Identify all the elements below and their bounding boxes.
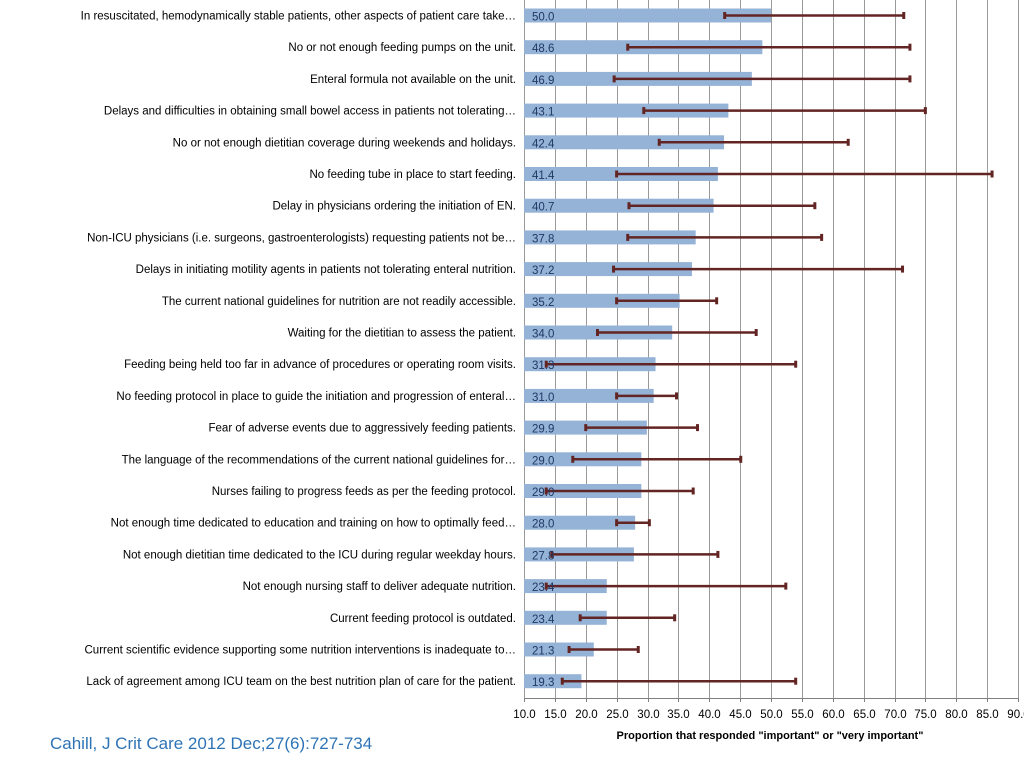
x-tick-label: 60.0 xyxy=(822,709,844,721)
value-label: 27.8 xyxy=(532,550,554,562)
x-tick-label: 15.0 xyxy=(544,709,566,721)
value-label: 35.2 xyxy=(532,297,554,309)
bar xyxy=(524,515,636,530)
category-label: Nurses failing to progress feeds as per … xyxy=(212,486,516,498)
category-label: Delays and difficulties in obtaining sma… xyxy=(104,106,516,118)
bar xyxy=(524,8,771,23)
value-label: 50.0 xyxy=(532,12,554,24)
x-tick-label: 80.0 xyxy=(945,709,967,721)
category-label: No or not enough feeding pumps on the un… xyxy=(288,42,516,54)
value-label: 19.3 xyxy=(532,677,554,689)
value-label: 21.3 xyxy=(532,646,554,658)
value-label: 31.3 xyxy=(532,360,554,372)
category-label: Enteral formula not available on the uni… xyxy=(310,74,516,86)
bar xyxy=(524,230,696,245)
bar xyxy=(524,388,654,403)
category-label: No or not enough dietitian coverage duri… xyxy=(173,137,516,149)
x-tick-label: 85.0 xyxy=(976,709,998,721)
x-tick-label: 35.0 xyxy=(667,709,689,721)
x-tick-label: 30.0 xyxy=(637,709,659,721)
value-label: 28.0 xyxy=(532,519,554,531)
citation: Cahill, J Crit Care 2012 Dec;27(6):727-7… xyxy=(50,734,373,753)
value-label: 23.4 xyxy=(532,582,555,594)
value-label: 37.2 xyxy=(532,265,554,277)
category-label: Fear of adverse events due to aggressive… xyxy=(209,423,517,435)
category-label: No feeding tube in place to start feedin… xyxy=(309,169,516,181)
x-tick-label: 75.0 xyxy=(914,709,936,721)
category-label: The current national guidelines for nutr… xyxy=(162,296,516,308)
value-label: 48.6 xyxy=(532,43,554,55)
x-tick-label: 10.0 xyxy=(513,709,535,721)
bar xyxy=(524,674,582,689)
value-label: 29.0 xyxy=(532,455,554,467)
bar xyxy=(524,642,594,657)
value-label: 29.0 xyxy=(532,487,554,499)
category-label: Delay in physicians ordering the initiat… xyxy=(272,201,516,213)
x-axis-title: Proportion that responded "important" or… xyxy=(617,730,924,742)
value-label: 31.0 xyxy=(532,392,554,404)
category-label: No feeding protocol in place to guide th… xyxy=(116,391,516,403)
x-tick-label: 45.0 xyxy=(729,709,751,721)
x-tick-label: 70.0 xyxy=(884,709,906,721)
x-axis-ticks: 10.0 15.0 20.0 25.0 30.0 35.0 40.0 45.0 50.0 55.0… xyxy=(513,709,1024,721)
category-label: Not enough time dedicated to education a… xyxy=(111,518,516,530)
x-tick-label: 55.0 xyxy=(791,709,813,721)
category-label: Waiting for the dietitian to assess the … xyxy=(288,328,516,340)
value-label: 23.4 xyxy=(532,614,555,626)
bar xyxy=(524,610,607,625)
category-label: Delays in initiating motility agents in … xyxy=(136,264,516,276)
x-tick-label: 65.0 xyxy=(853,709,875,721)
bar xyxy=(524,198,714,213)
value-label: 42.4 xyxy=(532,138,555,150)
category-label: Not enough nursing staff to deliver adeq… xyxy=(243,581,516,593)
x-tick-label: 50.0 xyxy=(760,709,782,721)
x-tick-label: 20.0 xyxy=(575,709,597,721)
category-label: Current feeding protocol is outdated. xyxy=(330,613,516,625)
value-label: 37.8 xyxy=(532,233,554,245)
category-label: Feeding being held too far in advance of… xyxy=(124,359,516,371)
category-label: Non-ICU physicians (i.e. surgeons, gastr… xyxy=(87,232,516,244)
x-tick-label: 40.0 xyxy=(698,709,720,721)
category-label: Not enough dietitian time dedicated to t… xyxy=(123,549,516,561)
value-label: 40.7 xyxy=(532,202,554,214)
category-label: In resuscitated, hemodynamically stable … xyxy=(81,11,516,23)
bar xyxy=(524,135,725,150)
bar xyxy=(524,293,680,308)
value-labels: 50.0 48.6 46.9 43.1 42.4 41.4 40.7 37.8 37.2 35.2… xyxy=(532,12,555,690)
value-label: 46.9 xyxy=(532,75,554,87)
bar xyxy=(524,103,729,118)
x-tick-label: 90.0 xyxy=(1007,709,1024,721)
value-label: 29.9 xyxy=(532,424,554,436)
category-label: Current scientific evidence supporting s… xyxy=(85,645,517,657)
value-label: 41.4 xyxy=(532,170,555,182)
error-bars xyxy=(544,12,994,685)
x-tick-label: 25.0 xyxy=(606,709,628,721)
category-labels: In resuscitated, hemodynamically stable … xyxy=(81,11,516,689)
value-label: 43.1 xyxy=(532,107,554,119)
bar xyxy=(524,262,692,277)
category-label: Lack of agreement among ICU team on the … xyxy=(86,676,516,688)
category-label: The language of the recommendations of t… xyxy=(122,454,516,466)
value-label: 34.0 xyxy=(532,329,554,341)
